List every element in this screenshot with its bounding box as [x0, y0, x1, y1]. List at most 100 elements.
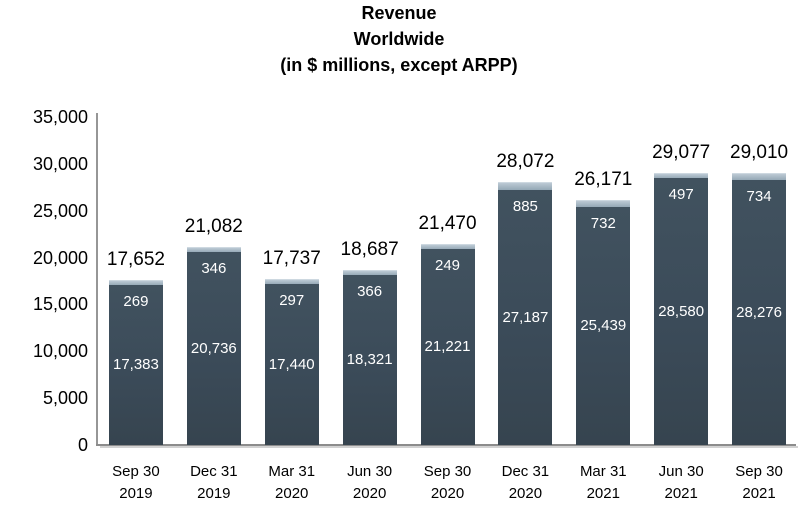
- x-label-date: Sep 30: [735, 463, 783, 480]
- y-tick-label: 10,000: [32, 341, 88, 362]
- stacked-bar: 732 25,439: [576, 200, 631, 445]
- upper-segment-value-label: 732: [590, 215, 616, 232]
- stacked-bar: 497 28,580: [654, 173, 709, 445]
- bar-slot: 29,010 734 28,276: [720, 117, 798, 445]
- chart-title-line-3: (in $ millions, except ARPP): [280, 55, 518, 75]
- upper-segment-value-label: 497: [668, 186, 694, 203]
- bar-total-label: 26,171: [574, 169, 633, 190]
- bar-upper-segment: [576, 200, 631, 208]
- lower-segment-value-label: 27,187: [502, 308, 549, 326]
- x-axis-category-label: Sep 30 2020: [409, 461, 487, 505]
- x-label-date: Mar 31: [579, 463, 627, 480]
- bar-upper-segment: [732, 173, 787, 181]
- x-axis-line: [96, 444, 796, 446]
- bar-slot: 18,687 366 18,321: [331, 117, 409, 445]
- bar-total-label: 18,687: [340, 239, 399, 260]
- x-label-date: Jun 30: [658, 463, 704, 480]
- bar-lower-segment: [498, 190, 553, 445]
- y-tick-label: 0: [77, 435, 88, 455]
- x-label-date: Dec 31: [501, 463, 550, 480]
- x-label-year: 2020: [275, 485, 309, 502]
- bar-lower-segment: [576, 207, 631, 445]
- x-label-year: 2021: [664, 485, 698, 502]
- x-label-year: 2019: [119, 485, 153, 502]
- bar-slot: 21,082 346 20,736: [175, 117, 253, 445]
- y-tick-label: 15,000: [32, 294, 88, 315]
- bar-total-label: 21,082: [184, 216, 243, 237]
- x-axis-category-label: Sep 30 2021: [720, 461, 798, 505]
- upper-segment-value-label: 249: [434, 257, 461, 274]
- stacked-bar: 346 20,736: [186, 247, 241, 445]
- x-label-year: 2021: [742, 485, 776, 502]
- chart-title-line-1: Revenue: [361, 3, 437, 23]
- x-label-year: 2020: [352, 485, 387, 502]
- bar-lower-segment: [108, 285, 163, 445]
- x-label-year: 2019: [197, 485, 231, 502]
- bar-total-label: 21,470: [418, 213, 477, 234]
- y-axis-line: [96, 113, 98, 445]
- bar-lower-segment: [264, 284, 319, 445]
- bar-slot: 17,652 269 17,383: [97, 117, 175, 445]
- bar-lower-segment: [342, 275, 397, 445]
- bar-total-label: 28,072: [496, 151, 555, 172]
- bar-total-label: 17,737: [262, 248, 321, 269]
- y-tick-label: 30,000: [32, 153, 88, 174]
- stacked-bar: 297 17,440: [264, 279, 319, 445]
- y-tick-label: 20,000: [32, 247, 88, 268]
- bar-upper-segment: [498, 182, 553, 191]
- lower-segment-value-label: 18,321: [346, 351, 393, 368]
- x-label-year: 2021: [586, 485, 620, 502]
- x-axis-category-label: Dec 31 2020: [486, 461, 564, 505]
- upper-segment-value-label: 297: [279, 292, 305, 309]
- lower-segment-value-label: 21,221: [424, 338, 471, 355]
- bar-slot: 21,470 249 21,221: [409, 117, 487, 445]
- bar-upper-segment: [264, 279, 319, 285]
- x-axis-category-label: Dec 31 2019: [175, 461, 253, 505]
- bar-upper-segment: [342, 270, 397, 276]
- x-label-date: Mar 31: [268, 463, 316, 480]
- bar-lower-segment: [654, 178, 709, 445]
- x-label-date: Sep 30: [423, 463, 472, 480]
- stacked-bar: 249 21,221: [420, 244, 475, 445]
- bar-total-label: 29,010: [730, 142, 789, 163]
- bar-upper-segment: [654, 173, 709, 179]
- lower-segment-value-label: 25,439: [580, 317, 627, 334]
- plot-area: 17,652 269 17,383 21,082 346 20,736 17,737 297 1…: [97, 117, 798, 445]
- bar-slot: 29,077 497 28,580: [642, 117, 720, 445]
- y-tick-label: 25,000: [32, 200, 88, 221]
- lower-segment-value-label: 28,276: [736, 303, 783, 321]
- upper-segment-value-label: 734: [746, 188, 772, 205]
- stacked-bar: 885 27,187: [498, 182, 553, 445]
- bar-slot: 28,072 885 27,187: [486, 117, 564, 445]
- bar-lower-segment: [420, 249, 475, 445]
- upper-segment-value-label: 269: [123, 293, 149, 310]
- y-tick-label: 35,000: [32, 107, 88, 127]
- x-axis-tick-labels: Sep 30 2019 Dec 31 2019 Mar 31 2020 Jun 30 2020…: [97, 461, 798, 505]
- chart-title: Revenue Worldwide (in $ millions, except…: [0, 0, 798, 78]
- upper-segment-value-label: 366: [357, 283, 383, 300]
- x-axis-category-label: Sep 30 2019: [97, 461, 175, 505]
- x-axis-category-label: Jun 30 2021: [642, 461, 720, 505]
- bar-slot: 26,171 732 25,439: [564, 117, 642, 445]
- x-label-date: Sep 30: [112, 463, 160, 480]
- x-axis-line-shadow: [100, 446, 798, 448]
- chart-title-line-2: Worldwide: [353, 29, 445, 49]
- stacked-bar: 734 28,276: [732, 173, 787, 445]
- stacked-bar: 269 17,383: [108, 280, 163, 445]
- x-axis-category-label: Mar 31 2020: [253, 461, 331, 505]
- x-axis-category-label: Mar 31 2021: [564, 461, 642, 505]
- bar-total-label: 17,652: [106, 249, 165, 270]
- x-axis-category-label: Jun 30 2020: [331, 461, 409, 505]
- bar-total-label: 29,077: [652, 142, 711, 163]
- x-label-date: Dec 31: [190, 463, 238, 480]
- upper-segment-value-label: 885: [512, 198, 538, 215]
- bar-lower-segment: [732, 180, 787, 445]
- lower-segment-value-label: 17,383: [112, 356, 159, 373]
- lower-segment-value-label: 28,580: [658, 302, 705, 320]
- bar-upper-segment: [420, 244, 475, 250]
- upper-segment-value-label: 346: [201, 260, 227, 277]
- stacked-bar: 366 18,321: [342, 270, 397, 445]
- lower-segment-value-label: 20,736: [190, 339, 237, 357]
- x-label-year: 2020: [430, 485, 465, 502]
